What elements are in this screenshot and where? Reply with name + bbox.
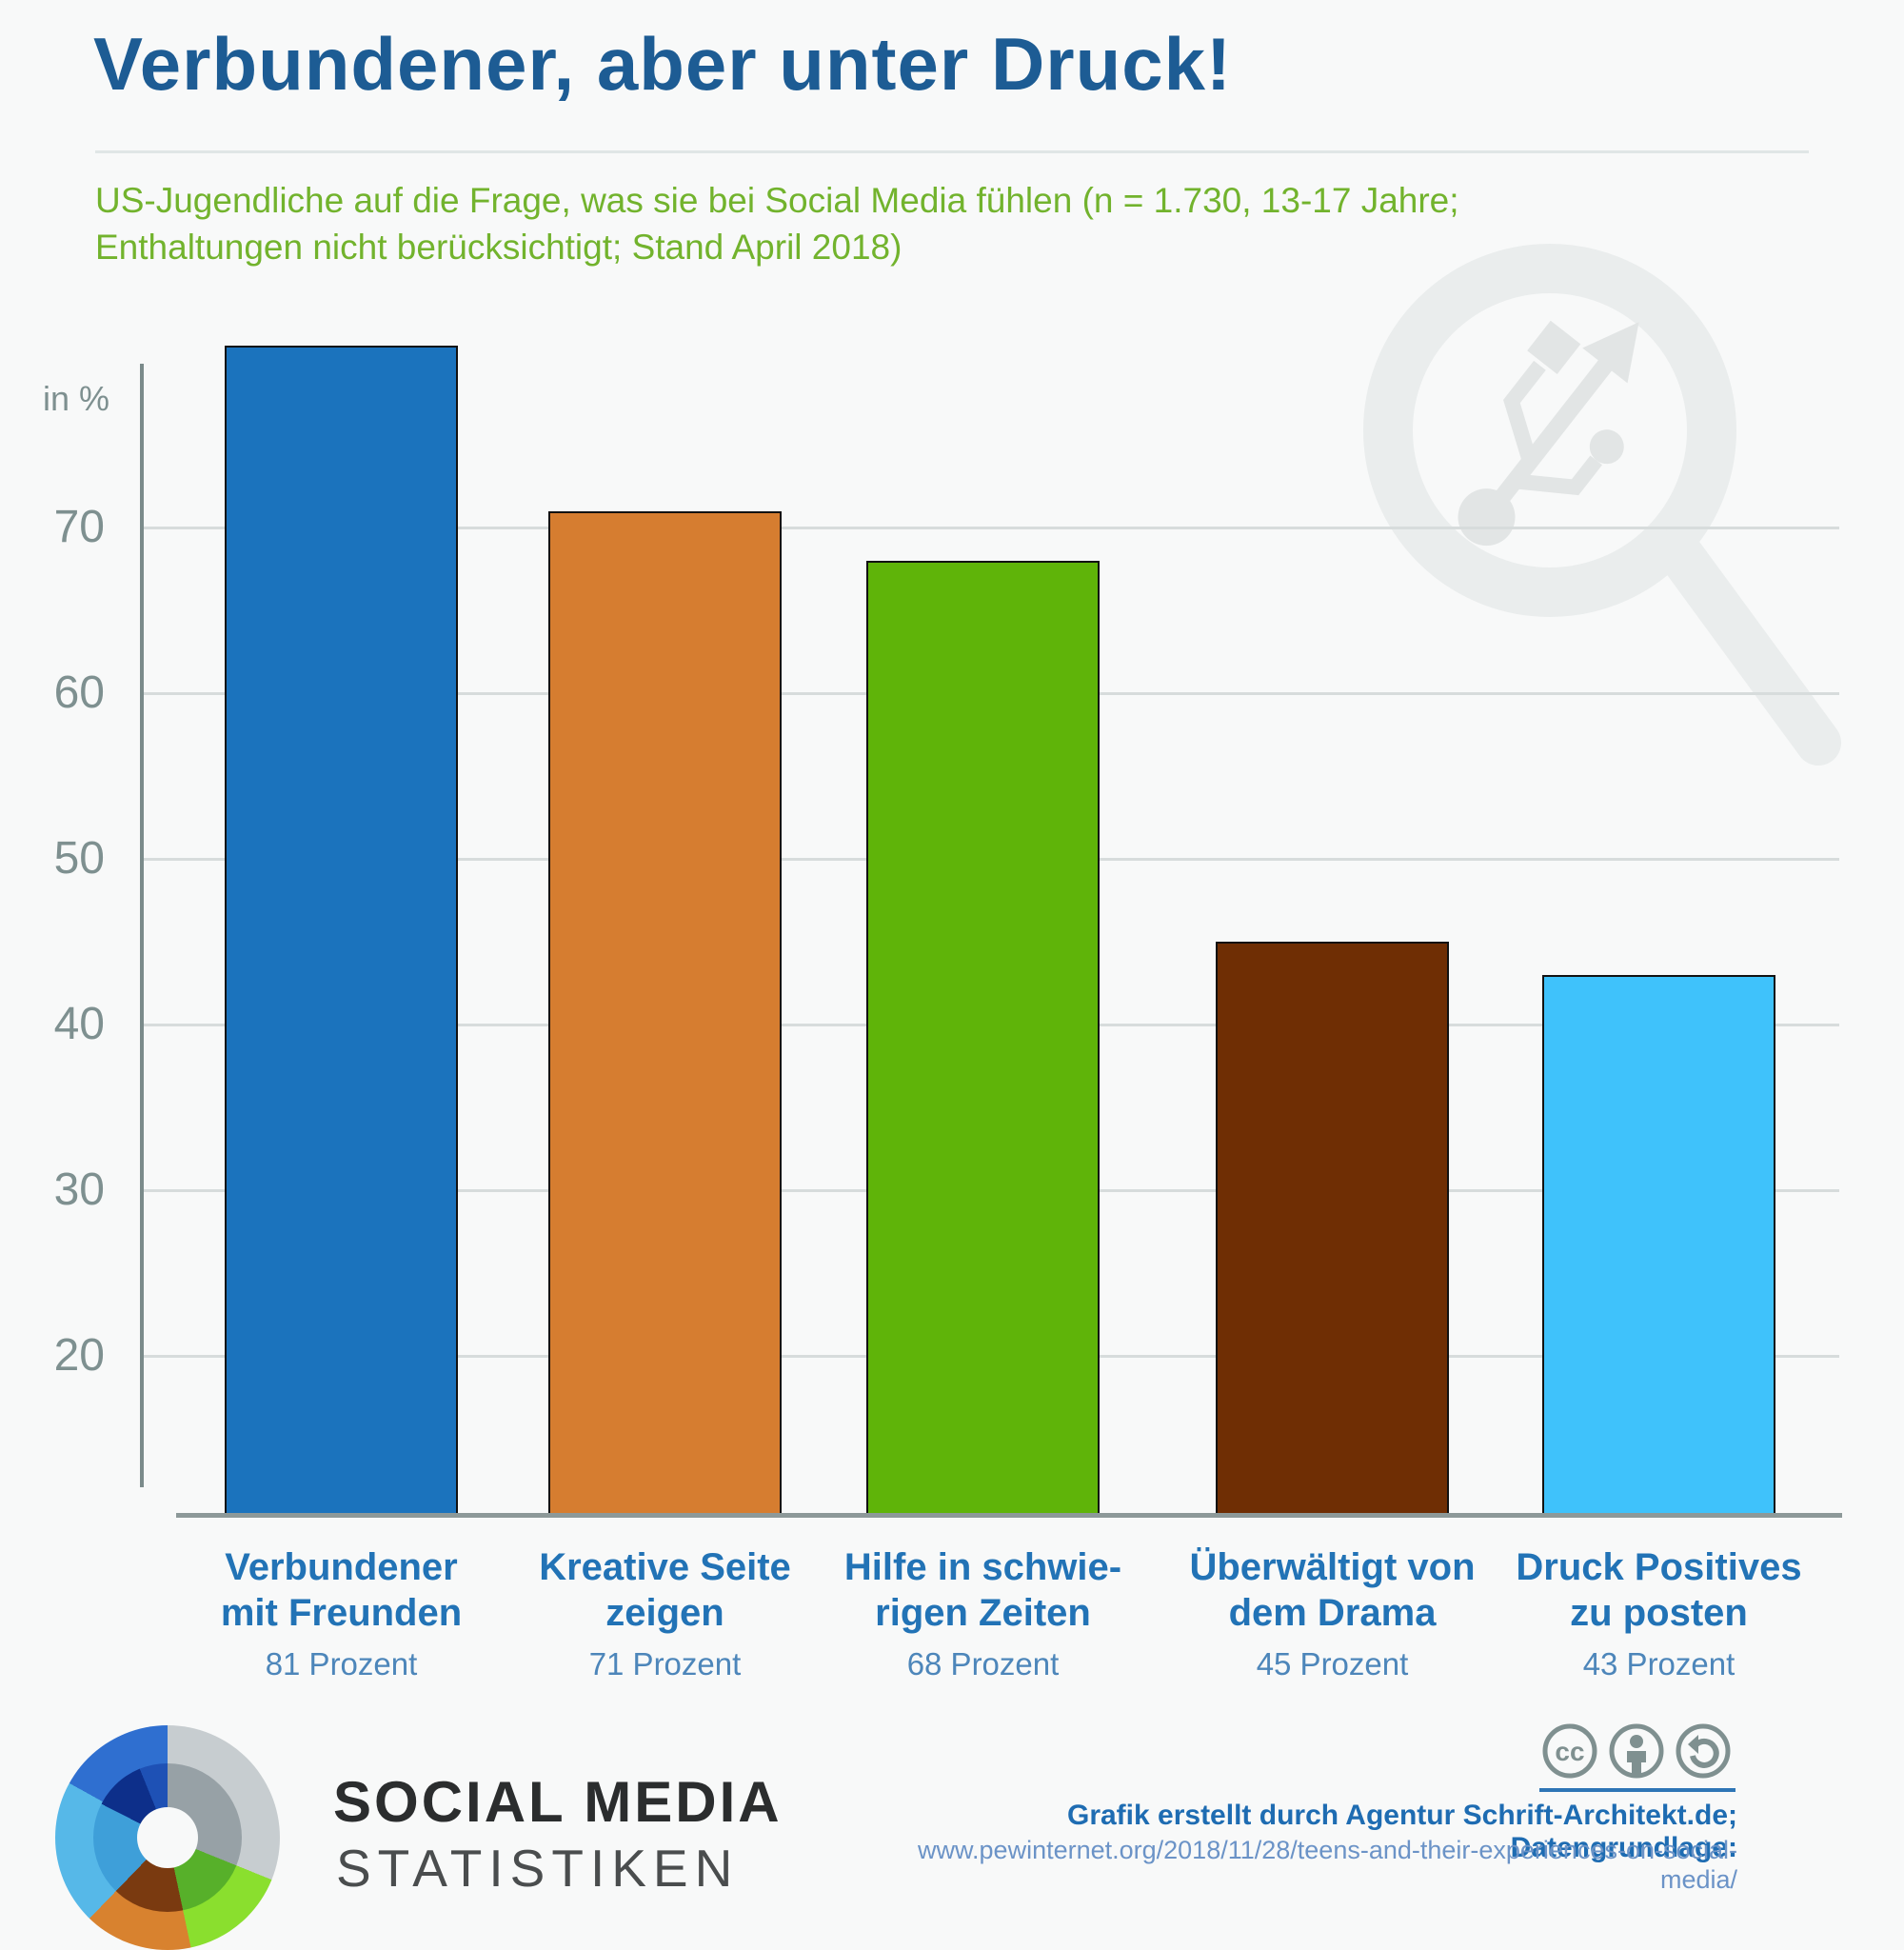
x-label-line: rigen Zeiten xyxy=(875,1592,1091,1634)
x-label-line: Verbundener xyxy=(225,1546,458,1588)
x-label-value: 71 Prozent xyxy=(588,1646,742,1681)
source-url: www.pewinternet.org/2018/11/28/teens-and… xyxy=(918,1836,1737,1894)
x-label-line: zu posten xyxy=(1570,1592,1748,1634)
bar-4 xyxy=(1216,941,1449,1515)
usb-magnifier-watermark xyxy=(1363,244,1841,766)
x-label-value: 68 Prozent xyxy=(906,1646,1060,1681)
x-label-2: Kreative Seite zeigen 71 Prozent xyxy=(494,1544,837,1685)
svg-text:cc: cc xyxy=(1555,1737,1584,1766)
x-label-5: Druck Positives zu posten 43 Prozent xyxy=(1488,1544,1831,1685)
credit-line: Grafik erstellt durch Agentur Schrift-Ar… xyxy=(1066,1800,1737,1863)
y-tick-label-50: 50 xyxy=(53,832,105,884)
title-divider xyxy=(95,150,1809,153)
creative-commons-icons: cc xyxy=(1540,1721,1740,1781)
chart-subtitle: US-Jugendliche auf die Frage, was sie be… xyxy=(95,181,1459,267)
social-media-statistiken-logo xyxy=(55,1725,280,1950)
share-alike-icon xyxy=(1676,1723,1731,1779)
donut-logo-icon xyxy=(55,1725,280,1950)
bar-1 xyxy=(225,345,458,1515)
x-label-line: dem Drama xyxy=(1228,1592,1437,1634)
x-label-1: Verbundener mit Freunden 81 Prozent xyxy=(170,1544,513,1685)
y-tick-label-70: 70 xyxy=(53,501,105,552)
y-axis-unit-label: in % xyxy=(43,379,110,418)
y-tick-label-20: 20 xyxy=(53,1329,105,1381)
y-tick-label-30: 30 xyxy=(53,1164,105,1215)
gridline-70 xyxy=(143,526,1839,529)
donut-logo-hole xyxy=(137,1807,198,1868)
bar-3 xyxy=(866,560,1100,1515)
bar-2 xyxy=(548,510,782,1515)
x-label-4: Überwältigt von dem Drama 45 Prozent xyxy=(1161,1544,1504,1685)
x-label-line: Druck Positives xyxy=(1516,1546,1802,1588)
page-title: Verbundener, aber unter Druck! xyxy=(93,22,1233,106)
x-axis-line xyxy=(176,1513,1842,1518)
license-divider xyxy=(1539,1788,1735,1792)
x-label-line: zeigen xyxy=(605,1592,724,1634)
x-label-value: 45 Prozent xyxy=(1256,1646,1409,1681)
x-label-value: 43 Prozent xyxy=(1582,1646,1735,1681)
wordmark-line1: SOCIAL MEDIA xyxy=(333,1770,783,1834)
y-tick-label-60: 60 xyxy=(53,667,105,718)
x-label-3: Hilfe in schwie-rigen Zeiten 68 Prozent xyxy=(812,1544,1155,1685)
bar-5 xyxy=(1542,974,1775,1515)
x-label-line: Kreative Seite xyxy=(539,1546,791,1588)
wordmark-line2: STATISTIKEN xyxy=(336,1839,740,1898)
x-label-line: mit Freunden xyxy=(220,1592,463,1634)
x-label-line: Überwältigt von xyxy=(1189,1546,1476,1588)
y-tick-label-40: 40 xyxy=(53,998,105,1049)
y-axis-line xyxy=(140,364,144,1487)
cc-icon: cc xyxy=(1542,1723,1597,1779)
attribution-person-icon xyxy=(1609,1723,1664,1779)
x-label-line: Hilfe in schwie- xyxy=(843,1546,1122,1588)
x-label-value: 81 Prozent xyxy=(265,1646,418,1681)
